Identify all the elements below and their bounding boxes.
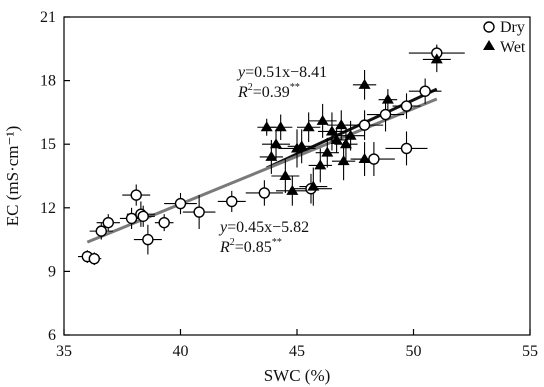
- point-wet: [339, 138, 352, 149]
- dry-r2-rest: =0.85: [235, 239, 272, 256]
- point-dry: [174, 197, 187, 210]
- axis-ticks: [63, 16, 531, 336]
- dry-eq-var: y: [218, 219, 228, 236]
- point-wet: [330, 133, 343, 144]
- point-wet: [295, 140, 308, 151]
- point-wet: [270, 138, 283, 149]
- dry-fit-annotation: y=0.45x−5.82 R2=0.85**: [218, 219, 309, 256]
- point-wet: [325, 125, 338, 136]
- fit-line-wet: [266, 87, 438, 170]
- wet-eq-var: y: [236, 64, 246, 81]
- point-wet: [279, 170, 292, 180]
- point-wet: [274, 121, 287, 132]
- point-dry: [358, 119, 371, 131]
- point-wet: [302, 121, 315, 132]
- point-wet: [344, 129, 357, 140]
- point-dry: [226, 195, 238, 208]
- y-tick-label: 6: [48, 327, 56, 344]
- point-wet: [314, 159, 327, 170]
- y-tick-label: 15: [40, 136, 56, 153]
- point-wet: [265, 150, 278, 161]
- legend-label-wet: Wet: [500, 39, 526, 56]
- data-points: [81, 47, 443, 265]
- x-tick-label: 55: [522, 343, 538, 360]
- legend-marker-dry: [483, 21, 495, 33]
- point-dry: [193, 206, 205, 218]
- point-wet: [307, 180, 320, 191]
- y-tick-label: 12: [40, 200, 56, 217]
- point-dry: [158, 216, 170, 229]
- point-wet: [358, 78, 371, 89]
- dry-r2-var: R: [219, 239, 230, 256]
- legend: Dry Wet: [483, 19, 526, 56]
- point-dry: [137, 210, 149, 222]
- wet-r2-rest: =0.39: [253, 84, 290, 101]
- y-tick-label: 21: [40, 9, 56, 26]
- x-tick-label: 35: [56, 343, 72, 360]
- point-dry: [379, 108, 392, 121]
- wet-fit-annotation: y=0.51x−8.41 R2=0.39**: [236, 64, 327, 101]
- tick-labels: 35 40 45 50 55 6 9 12 15 18 21: [40, 9, 538, 360]
- legend-marker-wet: [483, 40, 495, 50]
- point-wet: [337, 155, 350, 166]
- point-dry: [102, 216, 114, 229]
- wet-r2-signif: **: [290, 82, 300, 93]
- point-dry: [400, 142, 413, 155]
- point-dry: [142, 233, 154, 246]
- legend-label-dry: Dry: [500, 19, 525, 36]
- x-tick-label: 45: [289, 343, 305, 360]
- wet-fit-equation: y=0.51x−8.41: [236, 64, 327, 81]
- dry-fit-equation: y=0.45x−5.82: [218, 219, 309, 236]
- point-wet: [358, 153, 371, 164]
- x-tick-label: 40: [173, 343, 189, 360]
- point-dry: [368, 153, 380, 165]
- dry-r2-signif: **: [272, 237, 282, 248]
- point-wet: [260, 121, 273, 132]
- point-dry: [88, 252, 100, 265]
- point-dry: [125, 212, 138, 225]
- y-tick-label: 9: [48, 263, 56, 280]
- wet-r2-exp: 2: [248, 82, 253, 93]
- wet-fit-r2: R2=0.39**: [237, 82, 300, 101]
- point-wet: [430, 53, 443, 64]
- point-dry: [400, 100, 413, 112]
- point-wet: [381, 93, 394, 104]
- point-wet: [335, 119, 348, 130]
- point-wet: [286, 184, 299, 195]
- x-axis-label: SWC (%): [264, 366, 331, 385]
- dry-fit-r2: R2=0.85**: [219, 237, 282, 256]
- dry-eq-rest: =0.45x−5.82: [227, 219, 309, 236]
- point-wet: [316, 114, 329, 125]
- point-dry: [130, 189, 142, 201]
- point-dry: [258, 187, 271, 199]
- point-wet: [321, 146, 334, 157]
- x-tick-label: 50: [406, 343, 422, 360]
- point-dry: [95, 225, 107, 237]
- y-axis-label: EC (mS·cm⁻¹): [3, 126, 22, 226]
- point-dry: [419, 85, 431, 97]
- wet-r2-var: R: [237, 84, 248, 101]
- wet-eq-rest: =0.51x−8.41: [245, 64, 327, 81]
- y-tick-label: 18: [40, 73, 56, 90]
- dry-r2-exp: 2: [230, 237, 235, 248]
